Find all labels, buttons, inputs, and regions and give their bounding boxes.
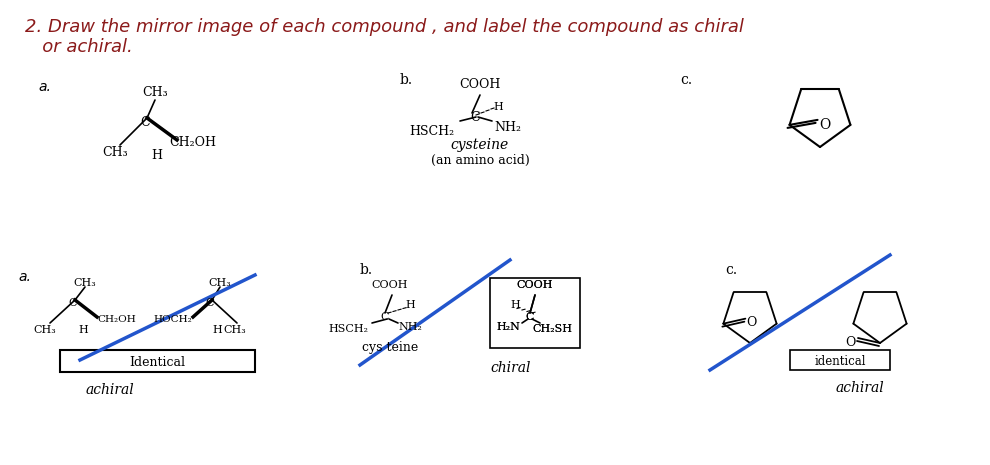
Text: HSCH₂: HSCH₂ xyxy=(328,324,368,334)
Bar xyxy=(60,350,255,372)
Text: CH₃: CH₃ xyxy=(209,278,232,288)
Text: cys teine: cys teine xyxy=(362,340,418,353)
Text: H: H xyxy=(151,148,162,161)
Bar xyxy=(490,278,580,348)
Text: HOCH₂: HOCH₂ xyxy=(153,314,192,324)
Text: a.: a. xyxy=(18,270,31,284)
Text: CH₃: CH₃ xyxy=(34,325,56,335)
Text: CH₂SH: CH₂SH xyxy=(532,324,572,334)
Text: COOH: COOH xyxy=(372,280,408,290)
Text: CH₃: CH₃ xyxy=(102,146,128,159)
Text: HSCH₂: HSCH₂ xyxy=(410,125,454,138)
Text: C: C xyxy=(141,115,149,128)
Text: COOH: COOH xyxy=(517,280,553,290)
Text: O: O xyxy=(844,336,855,348)
Text: C: C xyxy=(526,312,535,322)
Text: NH₂: NH₂ xyxy=(398,322,422,332)
Text: achiral: achiral xyxy=(85,383,135,397)
Text: 2. Draw the mirror image of each compound , and label the compound as chiral: 2. Draw the mirror image of each compoun… xyxy=(25,18,743,36)
Text: C: C xyxy=(470,111,480,124)
Text: CH₃: CH₃ xyxy=(143,86,168,99)
Text: H: H xyxy=(510,300,520,310)
Text: CH₃: CH₃ xyxy=(224,325,247,335)
Text: O: O xyxy=(819,118,831,132)
Text: b.: b. xyxy=(400,73,413,87)
Text: or achiral.: or achiral. xyxy=(25,38,133,56)
Text: C: C xyxy=(526,312,535,322)
Bar xyxy=(790,350,890,370)
Text: H: H xyxy=(493,102,503,112)
Text: NH₂: NH₂ xyxy=(494,120,522,133)
Text: O: O xyxy=(746,316,756,329)
Text: achiral: achiral xyxy=(836,381,884,395)
Text: H₂N: H₂N xyxy=(496,322,520,332)
Text: C: C xyxy=(381,312,389,322)
Text: cysteine: cysteine xyxy=(450,138,509,152)
Text: C: C xyxy=(206,298,214,308)
Text: CH₂OH: CH₂OH xyxy=(169,135,217,148)
Text: COOH: COOH xyxy=(459,79,501,92)
Text: a.: a. xyxy=(38,80,50,94)
Text: identical: identical xyxy=(814,354,865,367)
Text: Identical: Identical xyxy=(129,356,185,368)
Text: CH₂OH: CH₂OH xyxy=(98,314,137,324)
Text: CH₂SH: CH₂SH xyxy=(532,324,572,334)
Text: c.: c. xyxy=(680,73,692,87)
Text: chiral: chiral xyxy=(490,361,531,375)
Text: c.: c. xyxy=(725,263,738,277)
Text: H: H xyxy=(212,325,222,335)
Text: H: H xyxy=(405,300,415,310)
Text: H₂N: H₂N xyxy=(496,322,520,332)
Text: H: H xyxy=(78,325,88,335)
Text: b.: b. xyxy=(360,263,373,277)
Text: COOH: COOH xyxy=(517,280,553,290)
Text: CH₃: CH₃ xyxy=(73,278,96,288)
Text: C: C xyxy=(68,298,77,308)
Text: (an amino acid): (an amino acid) xyxy=(431,153,530,166)
